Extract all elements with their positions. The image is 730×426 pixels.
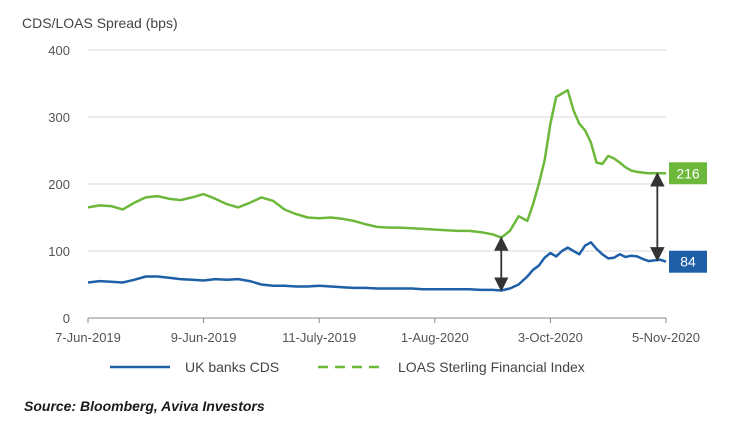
end-labels: 84 216 (669, 162, 707, 273)
y-axis-title: CDS/LOAS Spread (bps) (22, 15, 178, 31)
x-tick-label: 9-Jun-2019 (171, 330, 237, 345)
y-tick-label: 300 (48, 110, 70, 125)
end-label-box (669, 162, 707, 185)
legend-label-loas: LOAS Sterling Financial Index (398, 359, 585, 375)
series-line-uk-banks-cds (87, 241, 667, 292)
x-tick-label: 5-Nov-2020 (632, 330, 700, 345)
gridlines (88, 49, 666, 252)
legend-label-cds: UK banks CDS (185, 359, 279, 375)
spread-chart: CDS/LOAS Spread (bps) 0 100 200 300 400 7-Ju… (22, 15, 707, 375)
y-tick-label: 100 (48, 244, 70, 259)
y-tick-label: 400 (48, 43, 70, 58)
x-axis: 7-Jun-2019 9-Jun-2019 11-July-2019 1-Aug-20… (55, 317, 700, 345)
legend: UK banks CDS LOAS Sterling Financial Inde… (110, 359, 585, 375)
x-tick-label: 1-Aug-2020 (401, 330, 469, 345)
series-line-loas (87, 88, 666, 239)
y-tick-label: 200 (48, 177, 70, 192)
x-tick-label: 11-July-2019 (282, 330, 356, 345)
y-tick-label: 0 (63, 311, 70, 326)
x-tick-label: 7-Jun-2019 (55, 330, 121, 345)
end-label: 216 (676, 165, 700, 181)
gap-arrows (494, 172, 665, 292)
x-tick-label: 3-Oct-2020 (518, 330, 583, 345)
end-label: 84 (680, 254, 696, 270)
end-label-box (669, 250, 707, 273)
series-lines (87, 88, 667, 292)
y-tick-labels: 0 100 200 300 400 (48, 43, 70, 326)
source-note: Source: Bloomberg, Aviva Investors (24, 398, 265, 414)
